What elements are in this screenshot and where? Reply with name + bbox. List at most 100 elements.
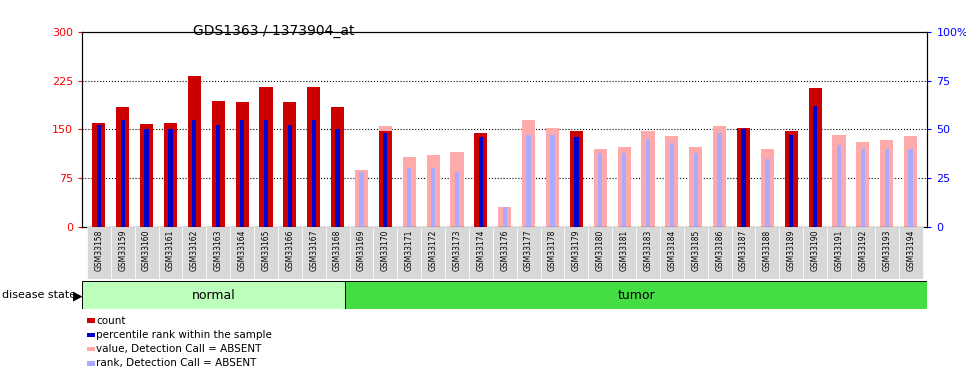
Bar [240, 120, 244, 227]
Bar [407, 168, 412, 227]
Bar [207, 227, 230, 279]
Text: GSM33183: GSM33183 [643, 230, 652, 271]
Bar [898, 227, 923, 279]
Bar [833, 135, 845, 227]
Text: GSM33166: GSM33166 [285, 230, 295, 271]
Bar [502, 207, 507, 227]
Bar [636, 227, 660, 279]
Text: GSM33194: GSM33194 [906, 230, 915, 271]
Bar [421, 227, 445, 279]
Bar [427, 155, 440, 227]
Bar [335, 129, 340, 227]
Bar [479, 137, 483, 227]
Bar [741, 129, 746, 227]
Bar [660, 227, 684, 279]
Bar [789, 135, 793, 227]
Text: GSM33190: GSM33190 [810, 230, 819, 271]
Bar [379, 130, 392, 227]
Text: GSM33188: GSM33188 [763, 230, 772, 271]
Text: GSM33186: GSM33186 [715, 230, 724, 271]
Bar [708, 227, 731, 279]
Text: GSM33180: GSM33180 [596, 230, 605, 271]
Text: GDS1363 / 1373904_at: GDS1363 / 1373904_at [193, 24, 355, 38]
Text: rank, Detection Call = ABSENT: rank, Detection Call = ABSENT [97, 358, 257, 368]
Text: tumor: tumor [617, 289, 655, 302]
Text: GSM33162: GSM33162 [190, 230, 199, 271]
Bar [617, 147, 631, 227]
Text: count: count [97, 316, 126, 326]
Bar [517, 227, 541, 279]
Bar [875, 227, 898, 279]
Bar [880, 140, 894, 227]
Text: GSM33185: GSM33185 [692, 230, 700, 271]
Bar [641, 130, 655, 227]
Bar [684, 227, 708, 279]
Text: GSM33192: GSM33192 [859, 230, 867, 271]
Bar [260, 87, 272, 227]
Bar [713, 126, 726, 227]
Bar [111, 227, 134, 279]
Bar [784, 130, 798, 227]
Bar [288, 126, 292, 227]
Text: GSM33164: GSM33164 [238, 230, 246, 271]
Bar [403, 158, 415, 227]
Bar [254, 227, 278, 279]
Text: GSM33172: GSM33172 [429, 230, 438, 271]
Text: ▶: ▶ [73, 289, 83, 302]
Bar [397, 227, 421, 279]
Bar [158, 227, 183, 279]
Bar [861, 149, 865, 227]
Bar [761, 149, 774, 227]
Bar [264, 120, 269, 227]
Bar [374, 227, 397, 279]
Bar [570, 130, 582, 227]
Bar [803, 227, 827, 279]
Bar [813, 106, 817, 227]
Bar [183, 227, 207, 279]
Bar [526, 135, 530, 227]
Text: GSM33161: GSM33161 [166, 230, 175, 271]
Text: GSM33158: GSM33158 [95, 230, 103, 271]
Bar [379, 126, 392, 227]
Text: GSM33187: GSM33187 [739, 230, 748, 271]
Bar [908, 149, 913, 227]
Text: GSM33173: GSM33173 [452, 230, 462, 271]
Bar [646, 139, 650, 227]
Bar [622, 153, 626, 227]
Text: GSM33167: GSM33167 [309, 230, 318, 271]
Bar [140, 124, 154, 227]
Text: GSM33189: GSM33189 [786, 230, 796, 271]
Bar [612, 227, 636, 279]
Bar [331, 106, 344, 227]
Bar [694, 153, 697, 227]
Bar [350, 227, 374, 279]
Bar [594, 149, 607, 227]
Bar [307, 87, 321, 227]
Bar [121, 120, 125, 227]
Bar [82, 281, 345, 309]
Text: GSM33191: GSM33191 [835, 230, 843, 271]
Bar [666, 136, 678, 227]
Bar [355, 170, 368, 227]
Bar [737, 128, 750, 227]
Text: GSM33177: GSM33177 [525, 230, 533, 271]
Bar [164, 123, 177, 227]
Bar [837, 145, 841, 227]
Text: GSM33159: GSM33159 [118, 230, 128, 271]
Text: normal: normal [191, 289, 236, 302]
Text: GSM33160: GSM33160 [142, 230, 151, 271]
Bar [474, 133, 488, 227]
Bar [345, 281, 927, 309]
Text: GSM33176: GSM33176 [500, 230, 509, 271]
Bar [574, 137, 579, 227]
Bar [546, 128, 559, 227]
Text: GSM33184: GSM33184 [668, 230, 676, 271]
Text: disease state: disease state [2, 291, 76, 300]
Bar [116, 106, 129, 227]
Bar [755, 227, 780, 279]
Bar [384, 135, 387, 227]
Bar [301, 227, 326, 279]
Bar [904, 136, 917, 227]
Text: GSM33169: GSM33169 [357, 230, 366, 271]
Bar [450, 152, 464, 227]
